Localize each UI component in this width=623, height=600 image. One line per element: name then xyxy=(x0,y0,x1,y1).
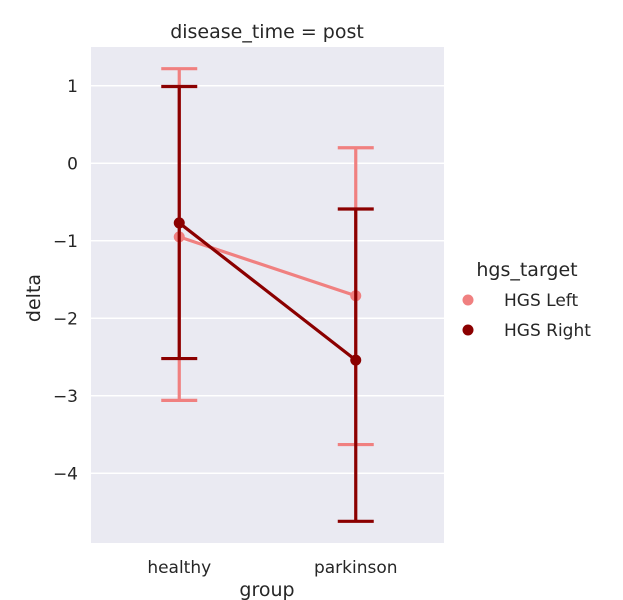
y-tick-label: −2 xyxy=(53,309,78,329)
legend-label: HGS Left xyxy=(504,291,578,311)
series-hgs-right xyxy=(161,84,374,523)
data-point xyxy=(173,217,185,229)
y-axis-label: delta xyxy=(23,274,45,322)
grid xyxy=(91,84,444,475)
legend: hgs_target HGS Left HGS Right xyxy=(462,259,591,341)
x-tick-label: parkinson xyxy=(314,558,398,578)
y-tick-label: −4 xyxy=(53,464,78,484)
x-axis-label: group xyxy=(239,579,294,600)
y-tick-label: −1 xyxy=(53,232,78,252)
legend-title: hgs_target xyxy=(476,259,577,281)
chart-title: disease_time = post xyxy=(170,21,364,43)
legend-label: HGS Right xyxy=(504,321,591,341)
data-point xyxy=(350,354,362,366)
x-tick-labels: healthy parkinson xyxy=(147,558,397,578)
legend-marker xyxy=(462,294,474,306)
y-tick-label: −3 xyxy=(53,387,78,407)
series-line xyxy=(177,221,358,362)
legend-marker xyxy=(462,324,474,336)
y-tick-label: 0 xyxy=(67,154,78,174)
y-tick-label: 1 xyxy=(67,77,78,97)
plot-background xyxy=(91,47,444,543)
series-layer xyxy=(161,67,374,523)
x-tick-label: healthy xyxy=(147,558,211,578)
y-tick-labels: 1 0 −1 −2 −3 −4 xyxy=(53,77,78,485)
